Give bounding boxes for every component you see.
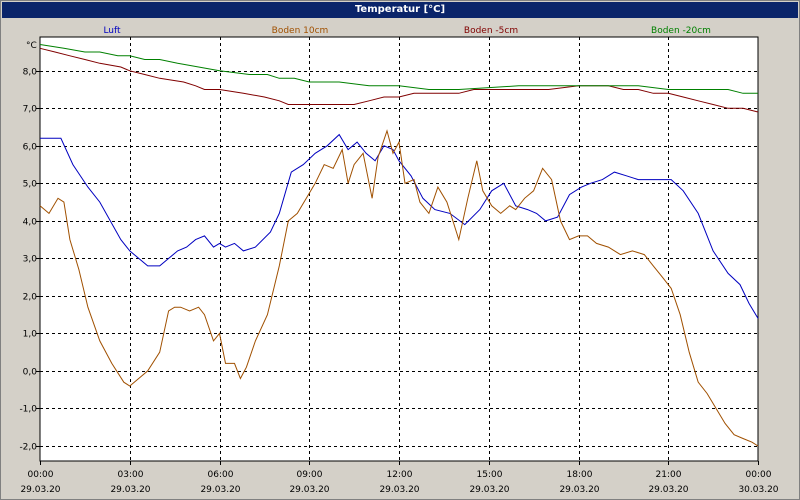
- x-tick-date-label: 29.03.20: [289, 485, 329, 495]
- chart-legend: Luft Boden 10cm Boden -5cm Boden -20cm: [103, 26, 711, 36]
- x-tick-time-label: 15:00: [477, 470, 503, 480]
- y-axis-ticks: 8,0 7,0 6,0 5,0 4,0 3,0 2,0 1,0 0,0 -1,0 -2,0: [19, 68, 40, 453]
- y-tick-label: 0,0: [23, 368, 38, 378]
- x-tick-time-label: 09:00: [297, 470, 323, 480]
- y-tick-label: 7,0: [23, 105, 38, 115]
- y-tick-label: 1,0: [23, 330, 38, 340]
- x-tick-time-label: 00:00: [746, 470, 772, 480]
- x-tick-date-label: 29.03.20: [648, 485, 688, 495]
- legend-entry: Boden -20cm: [651, 26, 711, 36]
- x-tick-time-label: 03:00: [118, 470, 144, 480]
- x-tick-time-label: 18:00: [567, 470, 593, 480]
- x-tick-date-label: 30.03.20: [738, 485, 778, 495]
- series-line-boden-5cm: [39, 47, 759, 113]
- series-lines: [39, 44, 759, 447]
- y-tick-label: -2,0: [19, 443, 37, 453]
- y-tick-label: 8,0: [23, 68, 38, 78]
- y-tick-label: 6,0: [23, 143, 38, 153]
- y-tick-label: 4,0: [23, 218, 38, 228]
- x-tick-date-label: 29.03.20: [200, 485, 240, 495]
- x-tick-time-label: 00:00: [28, 470, 54, 480]
- y-tick-label: -1,0: [19, 405, 37, 415]
- y-tick-label: 3,0: [23, 255, 38, 265]
- series-line-boden-20cm: [39, 44, 758, 94]
- x-tick-date-label: 29.03.20: [559, 485, 599, 495]
- y-tick-label: 5,0: [23, 180, 38, 190]
- x-tick-date-label: 29.03.20: [110, 485, 150, 495]
- x-tick-date-label: 29.03.20: [20, 485, 60, 495]
- y-axis-unit: °C: [26, 41, 37, 51]
- legend-entry: Boden -5cm: [464, 26, 518, 36]
- x-tick-time-label: 06:00: [208, 470, 234, 480]
- x-tick-date-label: 29.03.20: [469, 485, 509, 495]
- legend-entry: Luft: [103, 26, 121, 36]
- grid-lines: [40, 37, 758, 461]
- series-line-boden-10cm: [39, 129, 759, 447]
- series-line-luft: [40, 133, 759, 319]
- x-tick-time-label: 21:00: [656, 470, 682, 480]
- x-axis-ticks: 00:00 29.03.20 03:00 29.03.20 06:00 29.03.20 0…: [20, 461, 779, 495]
- y-tick-label: 2,0: [23, 293, 38, 303]
- x-tick-date-label: 29.03.20: [379, 485, 419, 495]
- legend-entry: Boden 10cm: [272, 26, 329, 36]
- window-title: Temperatur [°C]: [2, 2, 798, 18]
- x-tick-time-label: 12:00: [387, 470, 413, 480]
